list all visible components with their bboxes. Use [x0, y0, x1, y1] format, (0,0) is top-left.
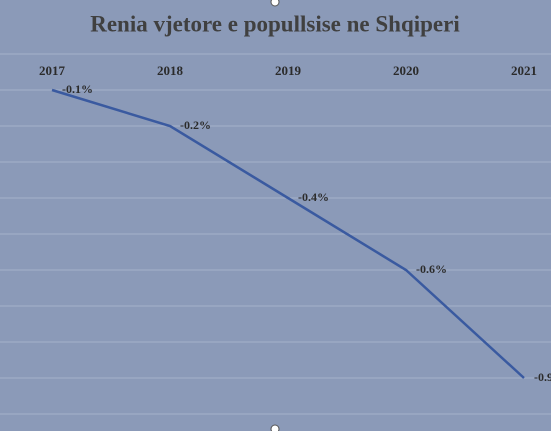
- x-tick-label: 2019: [275, 63, 302, 78]
- resize-handle[interactable]: [270, 0, 280, 7]
- data-label: -0.1%: [62, 82, 93, 96]
- data-label: -0.4%: [298, 190, 329, 204]
- x-tick-label: 2018: [157, 63, 184, 78]
- x-tick-label: 2017: [39, 63, 66, 78]
- data-label: -0.6%: [416, 262, 447, 276]
- series-line: [51, 88, 525, 379]
- x-tick-label: 2021: [511, 63, 537, 78]
- resize-handle[interactable]: [270, 424, 280, 431]
- chart-title: Renia vjetore e popullsise ne Shqiperi: [90, 11, 460, 36]
- x-tick-label: 2020: [393, 63, 419, 78]
- data-label: -0.2%: [180, 118, 211, 132]
- data-label: -0.9%: [534, 370, 551, 384]
